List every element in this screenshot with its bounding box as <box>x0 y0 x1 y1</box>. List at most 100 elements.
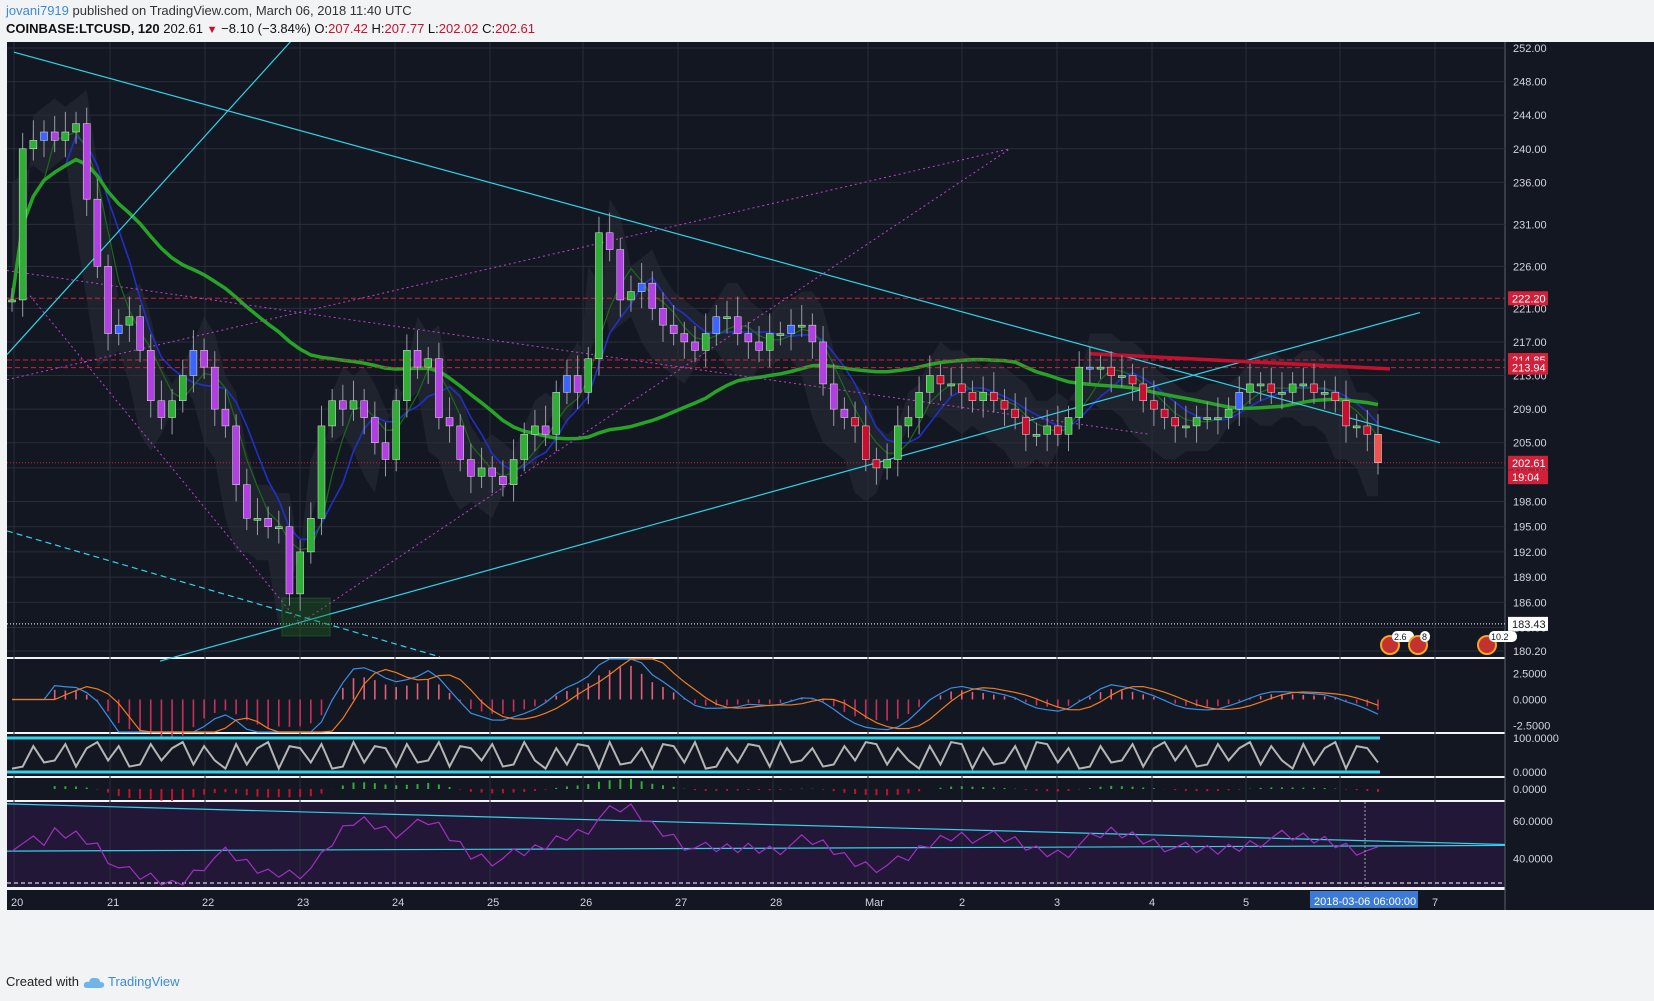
candle-body <box>1246 383 1254 393</box>
time-axis-bg <box>7 890 1505 910</box>
low-label: L: <box>427 21 439 36</box>
author-link[interactable]: jovani7919 <box>6 3 69 18</box>
candle-body <box>1075 366 1083 418</box>
price-level-tag-text: 19:04 <box>1512 472 1540 484</box>
candle-body <box>990 392 998 401</box>
candle-body <box>1182 425 1190 429</box>
x-tick-label: 5 <box>1243 897 1249 909</box>
candle-body <box>189 350 198 376</box>
candle-body <box>328 400 336 427</box>
candle-body <box>1160 408 1169 418</box>
candle-body <box>808 324 817 343</box>
candle-body <box>381 442 390 460</box>
rsi-tick-label: 60.0000 <box>1513 816 1553 828</box>
symbol-title[interactable]: COINBASE:LTCUSD, 120 <box>6 21 160 36</box>
chart-area[interactable]: 202122232425262728Mar234567252.00248.002… <box>0 42 1654 962</box>
candle-body <box>264 518 272 527</box>
candle-body <box>701 333 710 351</box>
candle-body <box>104 266 112 334</box>
candle-body <box>1310 383 1318 393</box>
candle-body <box>445 417 454 427</box>
x-tick-label: 4 <box>1149 897 1155 909</box>
candle-body <box>936 375 945 385</box>
candle-body <box>894 425 902 460</box>
y-tick-label: 248.00 <box>1513 77 1547 89</box>
candle-body <box>1320 392 1329 395</box>
candle-body <box>915 392 923 418</box>
stoch-tick-label: 100.0000 <box>1513 733 1559 745</box>
low-value: 202.02 <box>438 21 479 36</box>
candle-body <box>435 358 443 418</box>
candle-body <box>499 476 507 485</box>
high-value: 207.77 <box>384 21 425 36</box>
tradingview-link[interactable]: TradingView <box>108 974 180 989</box>
candle-body <box>755 341 763 351</box>
ma-slow-line <box>10 157 1379 441</box>
candle-body <box>413 350 422 368</box>
macd-tick-label: -2.5000 <box>1513 721 1550 733</box>
candle-body <box>595 232 603 359</box>
price-level-tag <box>1508 360 1548 375</box>
candle-body <box>168 400 176 418</box>
y-tick-label: 192.00 <box>1513 547 1547 559</box>
candle-body <box>851 417 859 427</box>
trendline <box>29 295 301 624</box>
candle-body <box>1235 392 1244 410</box>
candle-body <box>819 341 827 385</box>
close-label: C: <box>482 21 496 36</box>
candle-body <box>926 375 934 393</box>
candle-body <box>904 417 913 427</box>
y-tick-label: 195.00 <box>1513 522 1547 534</box>
stoch-tick-label: 0.0000 <box>1513 767 1547 779</box>
x-tick-label: Mar <box>865 897 884 909</box>
stoch-line <box>11 739 1379 772</box>
x-tick-label: 3 <box>1054 897 1060 909</box>
price-level-tag <box>1508 470 1548 485</box>
candle-body <box>605 232 614 250</box>
x-tick-label: 28 <box>770 897 782 909</box>
candle-body <box>637 282 646 292</box>
candle-body <box>616 249 625 301</box>
candle-body <box>82 123 91 200</box>
rsi-tick-label: 40.0000 <box>1513 854 1553 866</box>
price-level-tag-text: 213.94 <box>1512 363 1546 375</box>
candle-body <box>712 316 721 334</box>
candle-body <box>531 425 539 435</box>
candle-body <box>584 358 593 393</box>
macd-signal-line <box>12 658 1379 733</box>
candle-body <box>114 324 123 334</box>
y-tick-label: 209.00 <box>1513 404 1547 416</box>
ma-fast-line <box>11 134 1379 541</box>
candle-body <box>392 400 400 460</box>
candle-body <box>1150 400 1158 410</box>
candle-body <box>1022 417 1030 435</box>
y-tick-label: 244.00 <box>1513 110 1547 122</box>
candle-body <box>541 425 550 435</box>
candle-body <box>733 316 742 334</box>
candle-body <box>1032 434 1041 437</box>
candle-body <box>1363 425 1372 435</box>
x-tick-label: 21 <box>107 897 119 909</box>
candle-body <box>723 316 731 319</box>
candle-body <box>307 518 315 553</box>
candle-body <box>1352 425 1361 429</box>
event-count-badge <box>1420 631 1430 642</box>
price-level-tag <box>1508 616 1548 631</box>
candle-body <box>72 123 80 133</box>
macd-tick-label: 0.0000 <box>1513 695 1547 707</box>
symbol-legend: COINBASE:LTCUSD, 120 202.61 ▼ −8.10 (−3.… <box>6 21 535 37</box>
event-count-text: 8 <box>1422 632 1427 642</box>
candle-body <box>979 392 987 401</box>
candle-body <box>1331 392 1340 401</box>
y-tick-label: 186.00 <box>1513 597 1547 609</box>
candle-body <box>1256 383 1265 387</box>
candle-body <box>563 375 571 393</box>
candle-body <box>627 291 635 301</box>
x-tick-label: 7 <box>1432 897 1438 909</box>
rsi-line <box>11 803 1379 886</box>
candle-body <box>648 282 657 309</box>
x-tick-label: 20 <box>11 897 23 909</box>
candle-body <box>477 467 486 477</box>
candle-body <box>1118 375 1126 378</box>
candle-body <box>1342 400 1350 427</box>
